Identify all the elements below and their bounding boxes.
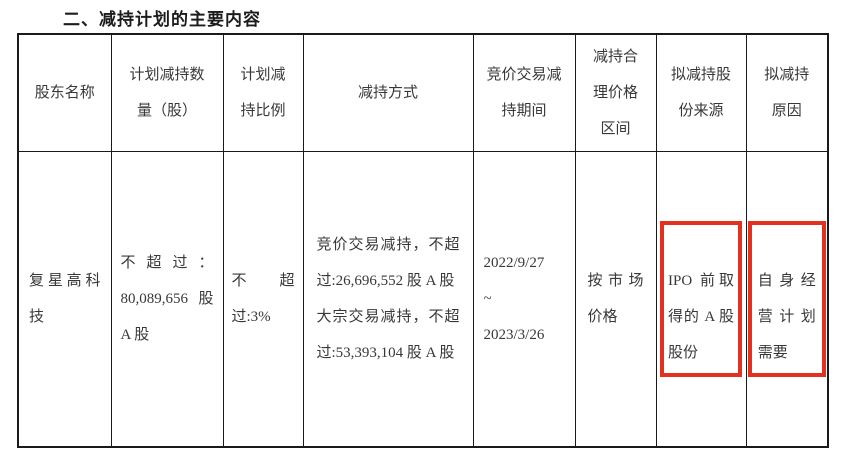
cell-planned-ratio: 不超过:3% xyxy=(222,150,304,448)
cell-shareholder-name: 复星高科技 xyxy=(17,150,112,448)
share-source-text: IPO 前取得的 A 股股份 xyxy=(668,272,734,361)
section-title: 二、减持计划的主要内容 xyxy=(63,10,261,29)
col-header-reduction-reason: 拟减持 原因 xyxy=(745,33,829,152)
col-header-price-range: 减持合 理价格 区间 xyxy=(574,33,657,152)
cell-price-range: 按市场价格 xyxy=(574,150,657,448)
cell-planned-quantity: 不超过：80,089,656 股 A 股 xyxy=(110,150,224,448)
table-container: 股东名称 计划减持数 量（股） 计划减 持比例 减持方式 竞价交易减 持期间 减… xyxy=(17,33,829,448)
col-header-share-source: 拟减持股 份来源 xyxy=(655,33,747,152)
cell-auction-period: 2022/9/27 ~ 2023/3/26 xyxy=(472,150,576,448)
col-header-planned-ratio: 计划减 持比例 xyxy=(222,33,304,152)
cell-reduction-method: 竞价交易减持，不超过:26,696,552 股 A 股 大宗交易减持，不超过:5… xyxy=(302,150,474,448)
highlight-box-share-source: IPO 前取得的 A 股股份 xyxy=(660,220,742,377)
highlight-box-reduction-reason: 自身经营计划需要 xyxy=(747,220,826,377)
col-header-auction-period: 竞价交易减 持期间 xyxy=(472,33,576,152)
cell-reduction-reason: 自身经营计划需要 xyxy=(745,150,829,448)
table-header-row: 股东名称 计划减持数 量（股） 计划减 持比例 减持方式 竞价交易减 持期间 减… xyxy=(17,33,829,152)
table-row: 复星高科技 不超过：80,089,656 股 A 股 不超过:3% 竞价交易减持… xyxy=(17,150,829,448)
reduction-reason-text: 自身经营计划需要 xyxy=(757,272,816,361)
cell-share-source: IPO 前取得的 A 股股份 xyxy=(655,150,747,448)
col-header-reduction-method: 减持方式 xyxy=(302,33,474,152)
col-header-shareholder-name: 股东名称 xyxy=(17,33,112,152)
col-header-planned-quantity: 计划减持数 量（股） xyxy=(110,33,224,152)
reduction-plan-table: 股东名称 计划减持数 量（股） 计划减 持比例 减持方式 竞价交易减 持期间 减… xyxy=(17,33,829,448)
